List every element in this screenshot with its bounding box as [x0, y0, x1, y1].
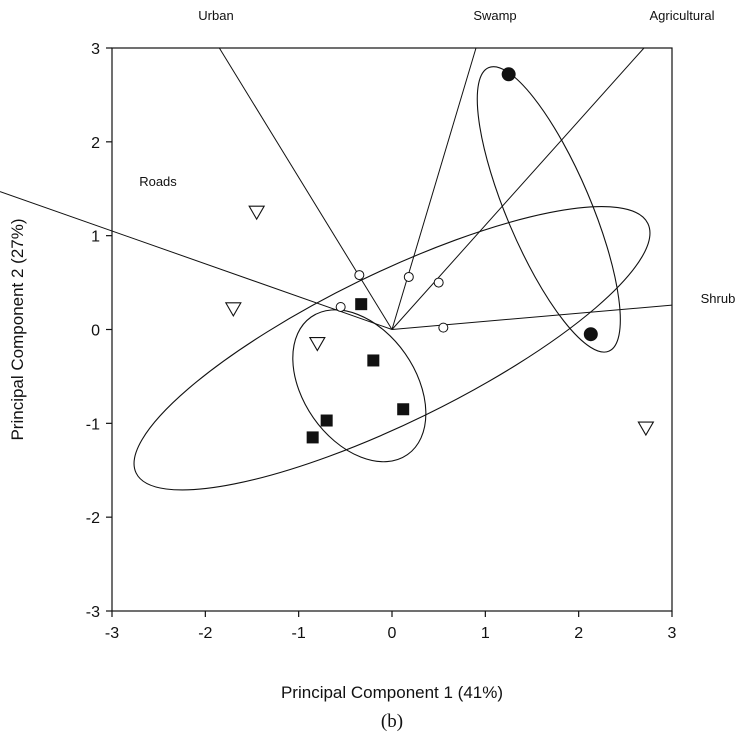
- loading-vector: [391, 304, 673, 330]
- x-tick-label: 1: [481, 625, 490, 642]
- point-filled-circle: [501, 67, 516, 82]
- y-tick-label: 0: [91, 323, 100, 340]
- point-filled-square: [355, 298, 368, 311]
- x-tick-label: 3: [668, 625, 677, 642]
- group-ellipse: [292, 309, 427, 463]
- point-open-circle: [438, 322, 449, 333]
- y-tick-label: 2: [91, 135, 100, 152]
- x-tick-label: -1: [292, 625, 306, 642]
- y-tick-label: -3: [86, 604, 100, 621]
- x-tick-label: 0: [388, 625, 397, 642]
- x-tick-label: 2: [574, 625, 583, 642]
- point-filled-square: [367, 354, 380, 367]
- point-open-circle: [433, 277, 444, 288]
- point-open-triangle: [308, 337, 326, 352]
- vector-layer: Urban Swamp Agricultural Roads Shrub: [0, 8, 735, 330]
- point-open-circle: [354, 270, 365, 281]
- loading-vector: [391, 47, 645, 330]
- y-axis-label: Principal Component 2 (27%): [8, 218, 27, 440]
- figure-caption: (b): [381, 711, 403, 732]
- group-ellipse: [133, 206, 651, 491]
- y-tick-label: 1: [91, 229, 100, 246]
- vector-label: Swamp: [473, 8, 516, 23]
- y-tick-label: -2: [86, 510, 100, 527]
- point-open-circle: [335, 301, 346, 312]
- x-tick-label: -2: [198, 625, 212, 642]
- point-filled-square: [397, 403, 410, 416]
- x-tick-label: -3: [105, 625, 119, 642]
- group-ellipse: [476, 66, 621, 353]
- y-tick-label: 3: [91, 41, 100, 58]
- y-tick-label: -1: [86, 416, 100, 433]
- point-layer: [224, 67, 655, 444]
- vector-label: Agricultural: [649, 8, 714, 23]
- point-filled-square: [306, 431, 319, 444]
- vector-label: Urban: [198, 8, 233, 23]
- point-open-triangle: [224, 302, 242, 317]
- x-axis-label: Principal Component 1 (41%): [281, 683, 503, 702]
- loading-vector: [218, 47, 393, 330]
- point-open-triangle: [248, 205, 266, 221]
- point-filled-square: [320, 414, 333, 427]
- point-open-circle: [403, 271, 414, 282]
- vector-label: Shrub: [701, 291, 736, 306]
- loading-vector: [391, 47, 477, 330]
- loading-vector: [0, 191, 393, 330]
- ellipse-layer: [133, 66, 651, 491]
- point-open-triangle: [637, 421, 655, 437]
- vector-label: Roads: [139, 174, 177, 189]
- point-filled-circle: [583, 327, 598, 342]
- tick-layer: -3 -2 -1 0 1 2 3 -3 -2 -1 0 1 2 3: [86, 41, 677, 642]
